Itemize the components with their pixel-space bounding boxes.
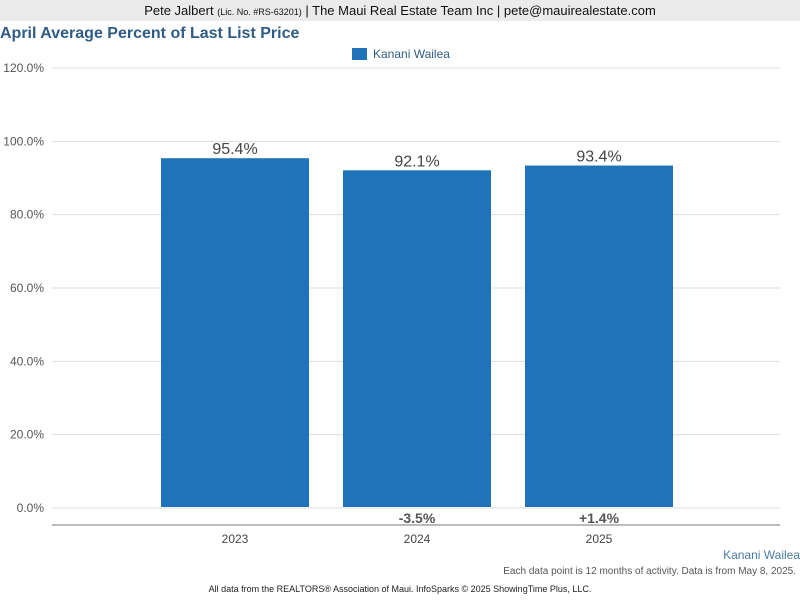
footer-source: All data from the REALTORS® Association … — [208, 584, 592, 594]
y-tick-label: 40.0% — [10, 354, 44, 368]
legend-swatch — [352, 48, 367, 60]
y-tick-label: 0.0% — [17, 501, 45, 515]
footer-series-label: Kanani Wailea — [723, 548, 800, 562]
y-tick-label: 120.0% — [3, 61, 44, 75]
x-tick-label: 2025 — [586, 532, 613, 546]
chart-title: April Average Percent of Last List Price — [0, 25, 300, 42]
header-bar: Pete Jalbert (Lic. No. #RS-63201) | The … — [0, 0, 800, 21]
data-label: 93.4% — [576, 149, 621, 166]
x-tick-label: 2023 — [222, 532, 249, 546]
y-tick-label: 100.0% — [3, 134, 44, 148]
license-number: (Lic. No. #RS-63201) — [217, 7, 302, 17]
legend[interactable]: Kanani Wailea — [352, 46, 450, 62]
legend-label: Kanani Wailea — [373, 47, 450, 61]
change-label: +1.4% — [579, 510, 620, 526]
bar[interactable] — [343, 170, 491, 508]
bar[interactable] — [161, 158, 309, 507]
bar[interactable] — [525, 165, 673, 508]
footer-note: Each data point is 12 months of activity… — [503, 566, 796, 577]
agent-name: Pete Jalbert — [144, 3, 214, 18]
data-label: 92.1% — [394, 153, 439, 170]
y-tick-label: 20.0% — [10, 428, 44, 442]
header-details: | The Maui Real Estate Team Inc | pete@m… — [305, 3, 656, 18]
change-label: -3.5% — [399, 510, 436, 526]
bar-chart: 0.0% 20.0% 40.0% 60.0% 80.0% 100.0% 120.0% 95.4… — [3, 61, 780, 546]
y-tick-label: 60.0% — [10, 281, 44, 295]
x-tick-label: 2024 — [404, 532, 431, 546]
data-label: 95.4% — [212, 141, 257, 158]
y-tick-label: 80.0% — [10, 208, 44, 222]
